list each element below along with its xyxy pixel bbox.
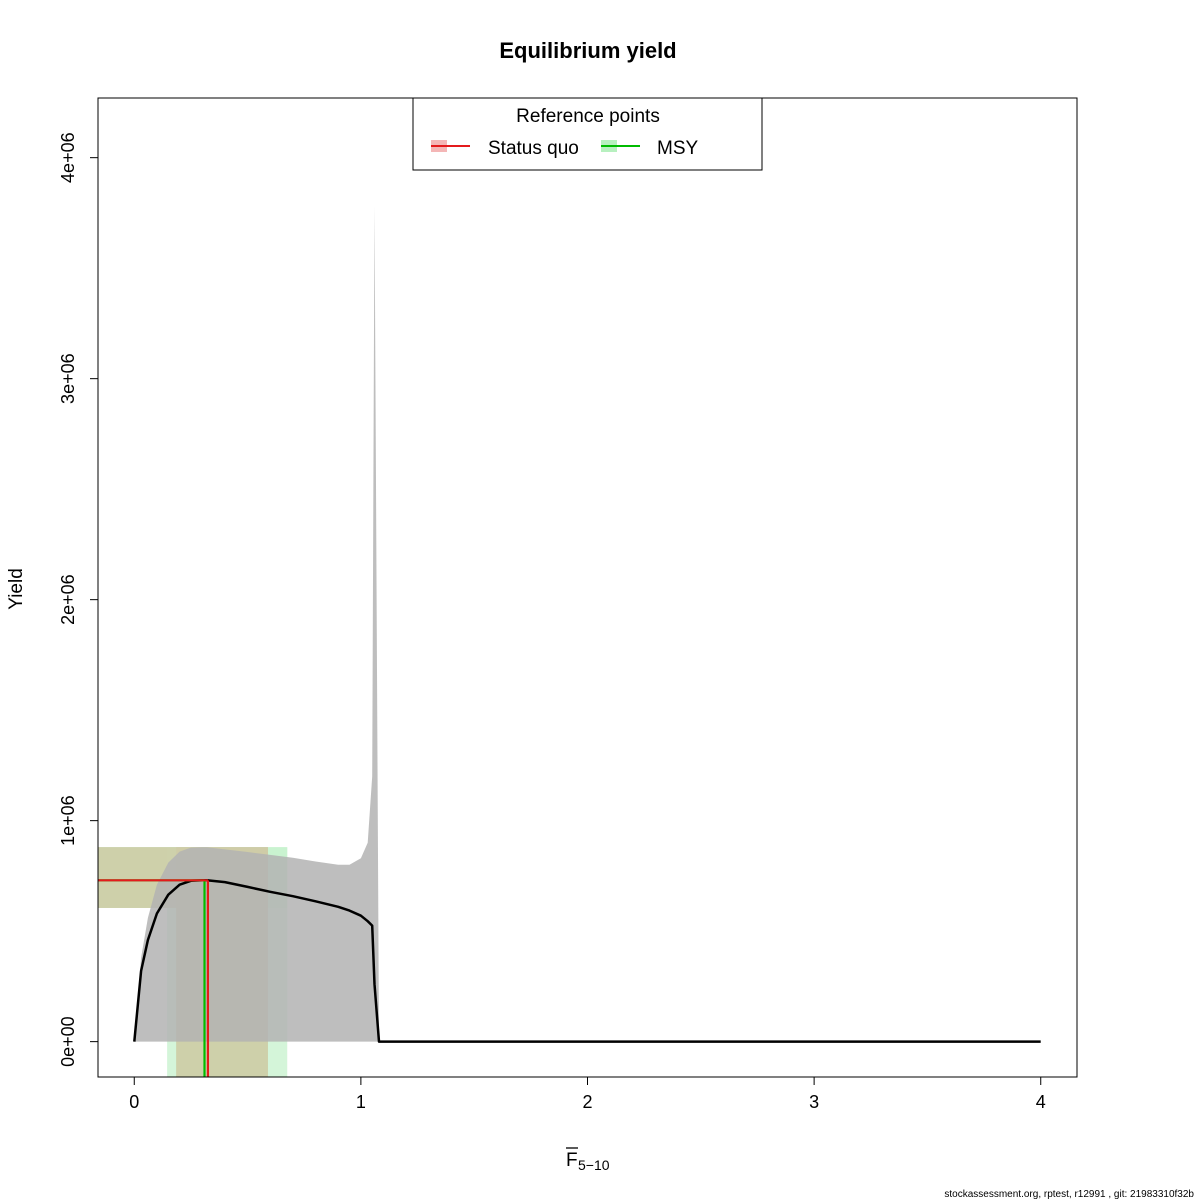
legend-label-status-quo: Status quo — [488, 138, 579, 159]
legend-box — [412, 97, 763, 171]
x-tick-label: 2 — [582, 1092, 592, 1112]
confidence-interval — [134, 206, 1041, 1042]
x-axis-label-main: F — [566, 1150, 578, 1171]
yield-curve-layer — [133, 879, 1041, 1043]
y-tick-label: 4e+06 — [58, 132, 78, 183]
y-axis-label: Yield — [6, 568, 27, 610]
x-tick-label: 3 — [809, 1092, 819, 1112]
x-tick-label: 0 — [129, 1092, 139, 1112]
x-tick-label: 4 — [1036, 1092, 1046, 1112]
x-axis: 0 1 2 3 4 — [129, 1076, 1046, 1112]
yield-ci-band — [134, 206, 1041, 1042]
legend: Reference points Status quo MSY — [412, 97, 763, 171]
reference-point-lines — [98, 879, 210, 1077]
x-tick-label: 1 — [356, 1092, 366, 1112]
legend-entry-status-quo: Status quo — [431, 138, 579, 159]
y-tick-label: 0e+00 — [58, 1016, 78, 1067]
footer-note: stockassessment.org, rptest, r12991 , gi… — [944, 1189, 1194, 1200]
x-axis-label: F 5−10 — [566, 1147, 610, 1173]
y-tick-label: 2e+06 — [58, 574, 78, 625]
y-tick-label: 3e+06 — [58, 353, 78, 404]
chart-title: Equilibrium yield — [499, 38, 676, 63]
legend-title: Reference points — [516, 106, 660, 127]
y-axis: 0e+00 1e+06 2e+06 3e+06 4e+06 — [58, 132, 99, 1067]
legend-label-msy: MSY — [657, 138, 699, 159]
legend-entry-msy: MSY — [601, 138, 699, 159]
y-tick-label: 1e+06 — [58, 795, 78, 846]
x-axis-label-subscript: 5−10 — [578, 1157, 610, 1173]
yield-curve — [133, 879, 1041, 1043]
